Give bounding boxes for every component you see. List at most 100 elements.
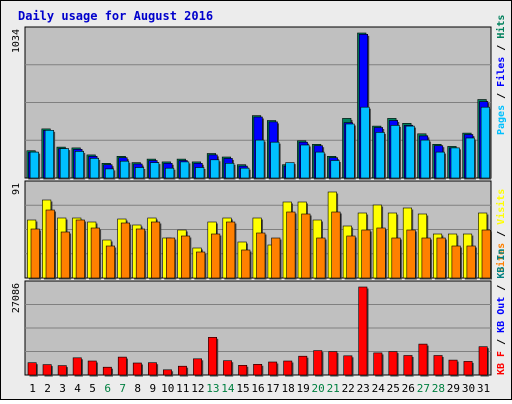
bar-pages-day-20 [315, 151, 325, 179]
x-tick-label: 16 [251, 382, 264, 395]
legend-middle: Sites / Visits [495, 189, 507, 273]
bar-pages-day-5 [89, 158, 99, 179]
bar-kb-f-day-2 [42, 364, 52, 376]
bar-pages-day-22 [345, 123, 355, 179]
bar-kb-f-day-27 [418, 343, 428, 376]
bar-pages-day-25 [390, 125, 400, 179]
bar-kb-f-day-26 [403, 355, 413, 376]
bar-kb-f-day-9 [148, 362, 157, 376]
x-tick-label: 22 [342, 382, 355, 395]
bar-pages-day-16 [255, 139, 265, 179]
bar-sites-day-23 [361, 229, 371, 279]
legend-pages: Pages [496, 105, 507, 135]
x-tick-label: 10 [161, 382, 174, 395]
bar-sites-day-13 [211, 233, 221, 279]
x-tick-label: 11 [176, 382, 189, 395]
x-tick-label: 23 [357, 382, 370, 395]
bar-sites-day-9 [151, 221, 161, 279]
bar-sites-day-3 [60, 231, 70, 279]
bar-sites-day-19 [301, 213, 311, 279]
x-tick-label: 31 [477, 382, 490, 395]
bar-kb-f-day-11 [178, 365, 187, 376]
bar-sites-day-25 [391, 237, 401, 279]
bar-pages-day-31 [480, 106, 490, 179]
bar-kb-f-day-3 [57, 365, 67, 376]
bar-kb-f-day-16 [253, 363, 263, 376]
bar-kb-f-day-17 [268, 361, 278, 376]
bar-sites-day-31 [481, 229, 491, 279]
bar-kb-f-day-25 [388, 351, 398, 376]
bar-kb-f-day-28 [433, 355, 443, 376]
bar-sites-day-10 [166, 237, 176, 279]
legend-bottom: KB F / KB Out / KB In [496, 249, 507, 375]
bar-kb-f-day-23 [358, 286, 368, 376]
bar-pages-day-15 [240, 167, 250, 179]
bar-pages-day-8 [135, 167, 145, 179]
bar-kb-f-day-6 [102, 366, 112, 376]
bar-kb-f-day-24 [373, 352, 383, 376]
x-tick-label: 7 [119, 382, 126, 395]
x-tick-label: 8 [134, 382, 141, 395]
bar-kb-f-day-13 [208, 336, 217, 376]
ymax-label-top: 1034 [11, 29, 22, 53]
bar-kb-f-day-18 [283, 360, 293, 376]
legend-sites: Sites [495, 243, 507, 273]
bar-sites-day-27 [421, 237, 431, 279]
bar-sites-day-20 [316, 237, 326, 279]
bar-sites-day-5 [90, 227, 100, 279]
x-tick-label: 25 [387, 382, 400, 395]
bar-sites-day-6 [105, 245, 115, 279]
bar-kb-f-day-4 [72, 357, 82, 376]
bar-sites-day-11 [181, 235, 191, 279]
x-tick-label: 4 [74, 382, 81, 395]
x-tick-label: 3 [59, 382, 66, 395]
x-tick-label: 29 [447, 382, 460, 395]
ymax-label-middle: 91 [11, 183, 22, 195]
bar-kb-f-day-7 [117, 356, 127, 376]
bar-pages-day-12 [195, 167, 205, 179]
bar-kb-f-day-29 [448, 359, 458, 376]
legend-hits: Hits [495, 15, 507, 39]
chart-title: Daily usage for August 2016 [18, 9, 213, 23]
bar-pages-day-28 [435, 151, 445, 179]
bar-pages-day-30 [465, 137, 475, 179]
x-tick-label: 14 [221, 382, 235, 395]
bar-pages-day-26 [405, 125, 415, 179]
bar-pages-day-11 [180, 161, 190, 179]
bar-kb-f-day-22 [343, 355, 353, 376]
bar-sites-day-14 [226, 221, 236, 279]
bar-sites-day-30 [466, 245, 476, 279]
bar-kb-f-day-8 [132, 362, 142, 376]
x-tick-label: 18 [281, 382, 294, 395]
bar-sites-day-16 [256, 232, 266, 279]
bar-pages-day-23 [360, 106, 370, 179]
bar-pages-day-4 [74, 151, 84, 179]
bar-pages-day-1 [29, 151, 39, 179]
bar-sites-day-17 [271, 237, 281, 279]
bar-sites-day-2 [45, 209, 55, 279]
legend-top: Pages / Files / Hits [495, 15, 507, 135]
x-tick-label: 6 [104, 382, 111, 395]
x-tick-label: 5 [89, 382, 96, 395]
bar-sites-day-8 [135, 228, 145, 279]
bar-kb-f-day-12 [193, 358, 202, 376]
x-tick-label: 21 [327, 382, 340, 395]
bar-sites-day-15 [241, 249, 251, 279]
bar-sites-day-21 [331, 211, 341, 279]
legend-files: Files [495, 57, 507, 87]
bar-pages-day-24 [375, 132, 385, 179]
bar-pages-day-9 [150, 162, 160, 179]
x-tick-label: 20 [311, 382, 324, 395]
bar-kb-f-day-10 [163, 369, 172, 376]
bar-pages-day-13 [210, 159, 220, 179]
panel-top [24, 26, 492, 180]
bar-sites-day-28 [436, 237, 446, 279]
bar-sites-day-7 [120, 222, 130, 279]
bar-kb-f-day-30 [463, 361, 473, 376]
x-tick-label: 26 [402, 382, 415, 395]
bar-sites-day-12 [196, 251, 206, 279]
bar-sites-day-29 [451, 245, 461, 279]
bar-pages-day-2 [44, 130, 54, 179]
